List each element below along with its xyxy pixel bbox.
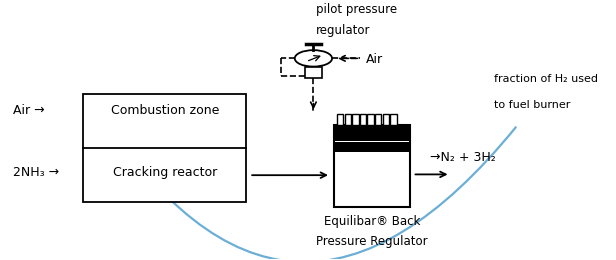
Text: regulator: regulator [317,24,371,37]
Bar [367,114,374,125]
FancyArrowPatch shape [95,104,516,260]
Text: →N₂ + 3H₂: →N₂ + 3H₂ [430,151,496,164]
Bar [306,67,322,78]
Text: 2NH₃ →: 2NH₃ → [13,166,59,179]
Bar [344,114,351,125]
Text: Equilibar® Back: Equilibar® Back [323,215,420,228]
Text: pilot pressure: pilot pressure [317,3,397,16]
Bar [83,94,246,202]
Bar [334,142,410,152]
Text: Pressure Regulator: Pressure Regulator [316,235,428,248]
Text: Air: Air [366,53,383,66]
Bar [334,125,410,207]
Text: fraction of H₂ used: fraction of H₂ used [494,74,598,84]
Text: Cracking reactor: Cracking reactor [113,166,217,179]
Bar [352,114,359,125]
Bar [334,125,410,140]
Bar [375,114,381,125]
Bar [383,114,389,125]
Text: to fuel burner: to fuel burner [494,100,570,109]
Bar [360,114,366,125]
Text: Combustion zone: Combustion zone [110,105,219,118]
Bar [337,114,344,125]
Text: Air →: Air → [13,105,45,118]
Bar [390,114,397,125]
